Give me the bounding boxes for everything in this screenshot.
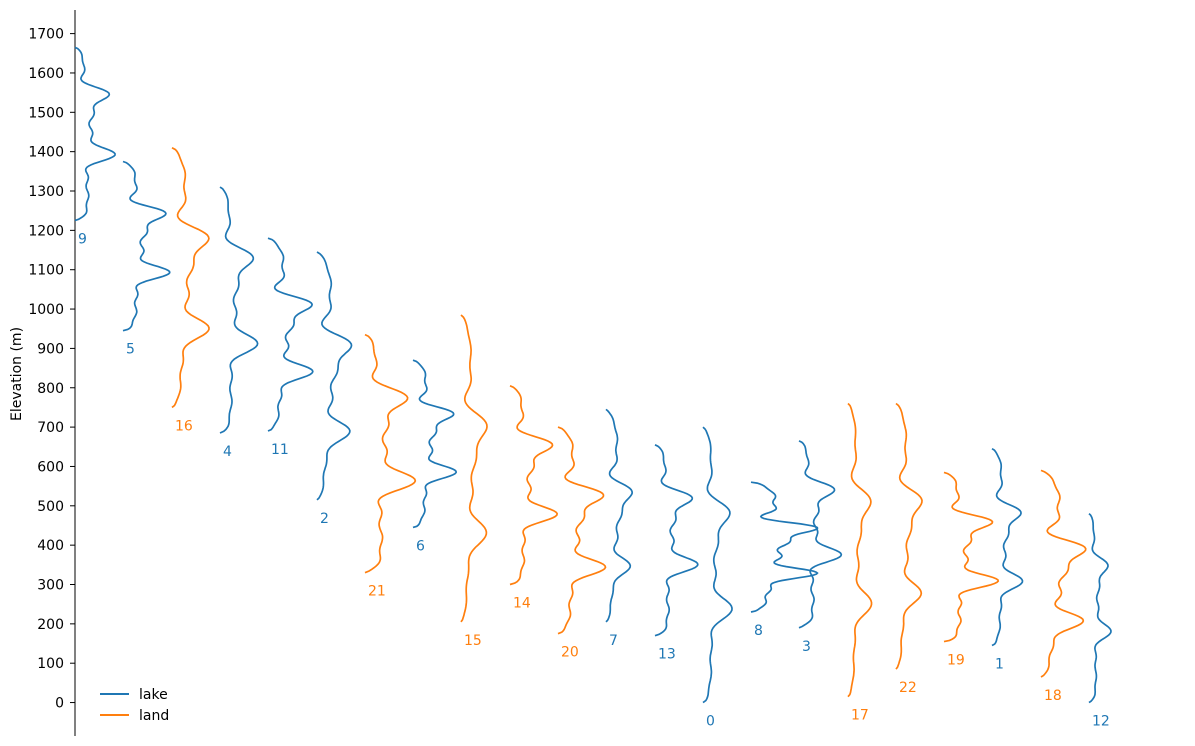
y-tick-label: 1300: [28, 184, 64, 200]
series-curve-9: [74, 46, 116, 222]
series-label-4: 4: [223, 444, 232, 460]
series-curve-3: [798, 440, 843, 629]
series-curve-0: [702, 426, 733, 704]
y-tick-label: 1000: [28, 302, 64, 318]
series-label-21: 21: [368, 584, 386, 600]
series-label-5: 5: [126, 342, 135, 358]
y-tick-label: 500: [37, 499, 64, 515]
series-label-1: 1: [995, 656, 1004, 672]
series-label-15: 15: [464, 633, 482, 649]
series-curve-8: [750, 481, 819, 613]
y-tick-label: 400: [37, 538, 64, 554]
y-tick-label: 800: [37, 381, 64, 397]
series-label-8: 8: [754, 623, 763, 639]
series-label-14: 14: [513, 596, 531, 612]
series-curve-12: [1088, 513, 1112, 704]
series-curve-6: [412, 359, 457, 529]
y-tick-label: 0: [55, 696, 64, 712]
y-tick-label: 200: [37, 617, 64, 633]
series-label-6: 6: [416, 538, 425, 554]
plot-area: 9 5 16 4 11 2 21 6 15 14 20 7 13 0 8 3 17 22 19 1 18 12: [74, 46, 1112, 730]
series-curve-21: [364, 333, 417, 574]
series-curve-1: [991, 447, 1024, 647]
series-curve-22: [895, 402, 923, 670]
series-label-3: 3: [802, 639, 811, 655]
series-label-7: 7: [609, 633, 618, 649]
series-curve-15: [460, 314, 488, 623]
y-tick-label: 1100: [28, 263, 64, 279]
series-label-17: 17: [851, 708, 869, 724]
series-curve-13: [654, 444, 699, 637]
series-label-9: 9: [78, 232, 87, 248]
series-label-13: 13: [658, 647, 676, 663]
series-label-12: 12: [1092, 714, 1110, 730]
series-curve-4: [219, 186, 259, 434]
series-label-16: 16: [175, 418, 193, 434]
series-curve-7: [605, 408, 634, 623]
y-tick-label: 300: [37, 578, 64, 594]
legend-label-land: land: [139, 708, 169, 724]
series-label-20: 20: [561, 645, 579, 661]
legend-label-lake: lake: [139, 687, 168, 703]
series-label-22: 22: [899, 680, 917, 696]
y-tick-label: 1700: [28, 27, 64, 43]
series-label-2: 2: [320, 511, 329, 527]
series-label-11: 11: [271, 442, 289, 458]
series-curve-2: [316, 251, 353, 501]
series-curve-14: [509, 385, 558, 586]
series-label-19: 19: [947, 653, 965, 669]
series-curve-11: [267, 237, 314, 432]
y-tick-label: 1600: [28, 66, 64, 82]
y-tick-label: 1400: [28, 145, 64, 161]
y-tick-label: 100: [37, 656, 64, 672]
series-label-0: 0: [706, 714, 715, 730]
y-axis-label: Elevation (m): [9, 327, 25, 421]
series-curve-19: [943, 471, 1000, 643]
y-tick-label: 700: [37, 420, 64, 436]
y-tick-label: 1200: [28, 223, 64, 239]
series-curve-17: [847, 402, 873, 698]
series-curve-5: [122, 160, 171, 332]
series-curve-20: [557, 426, 607, 635]
series-curve-16: [171, 146, 210, 409]
legend: lake land: [100, 687, 169, 724]
y-tick-label: 1500: [28, 105, 64, 121]
y-tick-label: 600: [37, 459, 64, 475]
y-tick-label: 900: [37, 341, 64, 357]
series-curve-18: [1040, 469, 1087, 678]
y-axis: 0 100 200 300 400 500 600 700 800 900 1000 1100 1200…: [28, 10, 76, 736]
series-label-18: 18: [1044, 688, 1062, 704]
